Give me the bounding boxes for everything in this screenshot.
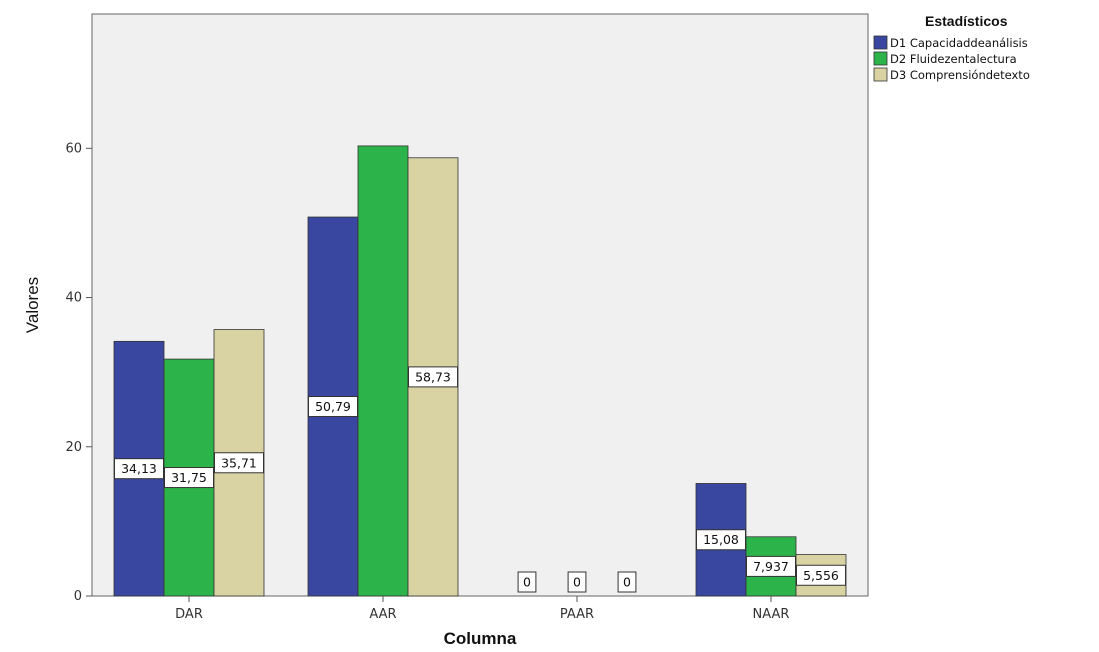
data-label: 35,71 — [221, 455, 257, 470]
x-tick-label: PAAR — [560, 607, 594, 622]
data-label-box — [796, 564, 846, 586]
data-label-box — [408, 366, 458, 388]
data-label: 50,79 — [315, 399, 351, 414]
y-tick-label: 60 — [65, 141, 82, 156]
data-label-box — [696, 529, 746, 551]
y-axis: 0 20 40 60 — [65, 141, 92, 604]
data-label-box — [164, 467, 214, 489]
x-tick-label: AAR — [369, 607, 396, 622]
data-labels-group: 34,13 50,79 0 15,08 31,75 0 7,937 35,71 58,73 0 5,… — [114, 366, 846, 593]
data-label: 58,73 — [415, 369, 451, 384]
y-tick-label: 20 — [65, 440, 82, 455]
data-label: 0 — [523, 575, 531, 590]
data-label-box — [214, 452, 264, 474]
data-label: 31,75 — [171, 470, 207, 485]
data-label-box — [567, 571, 587, 593]
data-label: 0 — [573, 575, 581, 590]
y-tick-label: 40 — [65, 291, 82, 306]
legend-label: D3 Comprensióndetexto — [890, 68, 1030, 82]
data-label-box — [617, 571, 637, 593]
legend-swatch — [873, 67, 888, 82]
legend-swatch — [873, 51, 888, 66]
legend: Estadísticos D1 Capacidaddeanálisis D2 Fl… — [873, 13, 1030, 82]
data-label: 5,556 — [803, 568, 839, 583]
data-label-box — [114, 458, 164, 480]
y-axis-title: Valores — [23, 277, 42, 333]
x-axis: DAR AAR PAAR NAAR — [175, 596, 789, 622]
data-label-box — [517, 571, 537, 593]
legend-swatch — [873, 35, 888, 50]
legend-title: Estadísticos — [925, 13, 1008, 29]
data-label-box — [308, 396, 358, 418]
data-label: 15,08 — [703, 532, 739, 547]
data-label-box — [746, 555, 796, 577]
data-label: 0 — [623, 575, 631, 590]
x-tick-label: DAR — [175, 607, 203, 622]
y-tick-label: 0 — [74, 589, 82, 604]
legend-label: D2 Fluidezentalectura — [890, 52, 1017, 66]
data-label: 34,13 — [121, 461, 157, 476]
x-axis-title: Columna — [444, 629, 517, 648]
legend-label: D1 Capacidaddeanálisis — [890, 36, 1028, 50]
bar — [357, 145, 409, 597]
x-tick-label: NAAR — [753, 607, 790, 622]
data-label: 7,937 — [753, 559, 789, 574]
